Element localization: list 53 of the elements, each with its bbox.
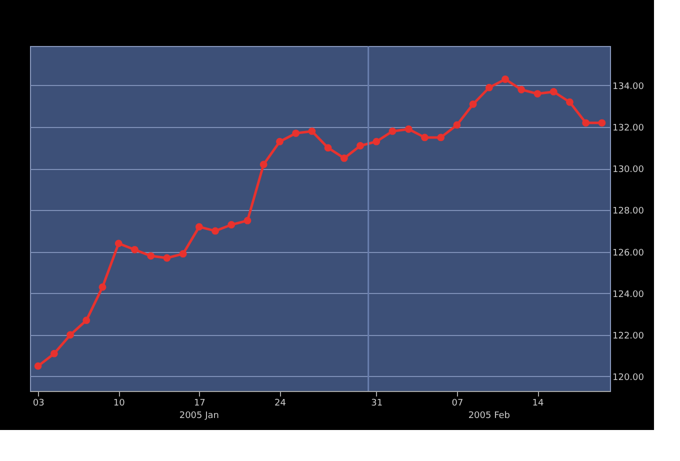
y-tick-label: 126.00 bbox=[612, 248, 644, 258]
point bbox=[421, 134, 428, 142]
point bbox=[469, 100, 477, 108]
point bbox=[276, 138, 284, 146]
point bbox=[50, 350, 58, 358]
point bbox=[404, 125, 412, 133]
point bbox=[82, 316, 90, 324]
x-tick-label: 07 bbox=[452, 398, 464, 408]
point bbox=[437, 134, 445, 142]
point bbox=[566, 98, 574, 106]
point bbox=[34, 362, 42, 370]
point bbox=[131, 246, 138, 254]
point bbox=[518, 86, 526, 94]
x-tick-label: 10 bbox=[113, 398, 126, 408]
point bbox=[534, 90, 542, 98]
point bbox=[598, 119, 606, 127]
point bbox=[163, 254, 171, 262]
point bbox=[356, 142, 364, 150]
point bbox=[372, 138, 380, 146]
y-tick-label: 124.00 bbox=[612, 290, 644, 300]
text: 2005 Feb bbox=[468, 411, 510, 421]
y-tick-label: 128.00 bbox=[612, 206, 644, 217]
point bbox=[66, 331, 74, 339]
x-tick-label: 31 bbox=[371, 398, 383, 408]
x-tick-label: 24 bbox=[274, 398, 286, 408]
x-tick-label: 14 bbox=[532, 398, 544, 408]
y-tick-label: 130.00 bbox=[612, 165, 644, 176]
x-tick-label: 17 bbox=[194, 398, 206, 408]
x-tick-label: 03 bbox=[32, 398, 44, 408]
point bbox=[98, 283, 106, 291]
point bbox=[550, 88, 558, 96]
text: 2005 Jan bbox=[179, 411, 219, 421]
point bbox=[244, 216, 252, 224]
point bbox=[195, 223, 203, 231]
y-tick-label: 122.00 bbox=[612, 331, 644, 342]
point bbox=[324, 144, 332, 152]
point bbox=[212, 227, 219, 235]
point bbox=[179, 250, 187, 258]
point bbox=[453, 121, 461, 129]
point bbox=[582, 119, 590, 127]
point bbox=[228, 221, 236, 228]
point bbox=[260, 160, 268, 168]
point bbox=[502, 76, 509, 83]
y-tick-label: 120.00 bbox=[612, 372, 644, 383]
point bbox=[147, 252, 155, 260]
point bbox=[308, 128, 316, 135]
point bbox=[114, 240, 122, 248]
y-tick-label: 134.00 bbox=[612, 82, 644, 92]
y-tick-label: 132.00 bbox=[612, 124, 644, 134]
point bbox=[340, 154, 348, 162]
point bbox=[388, 128, 396, 135]
point bbox=[292, 130, 300, 137]
point bbox=[485, 84, 493, 92]
